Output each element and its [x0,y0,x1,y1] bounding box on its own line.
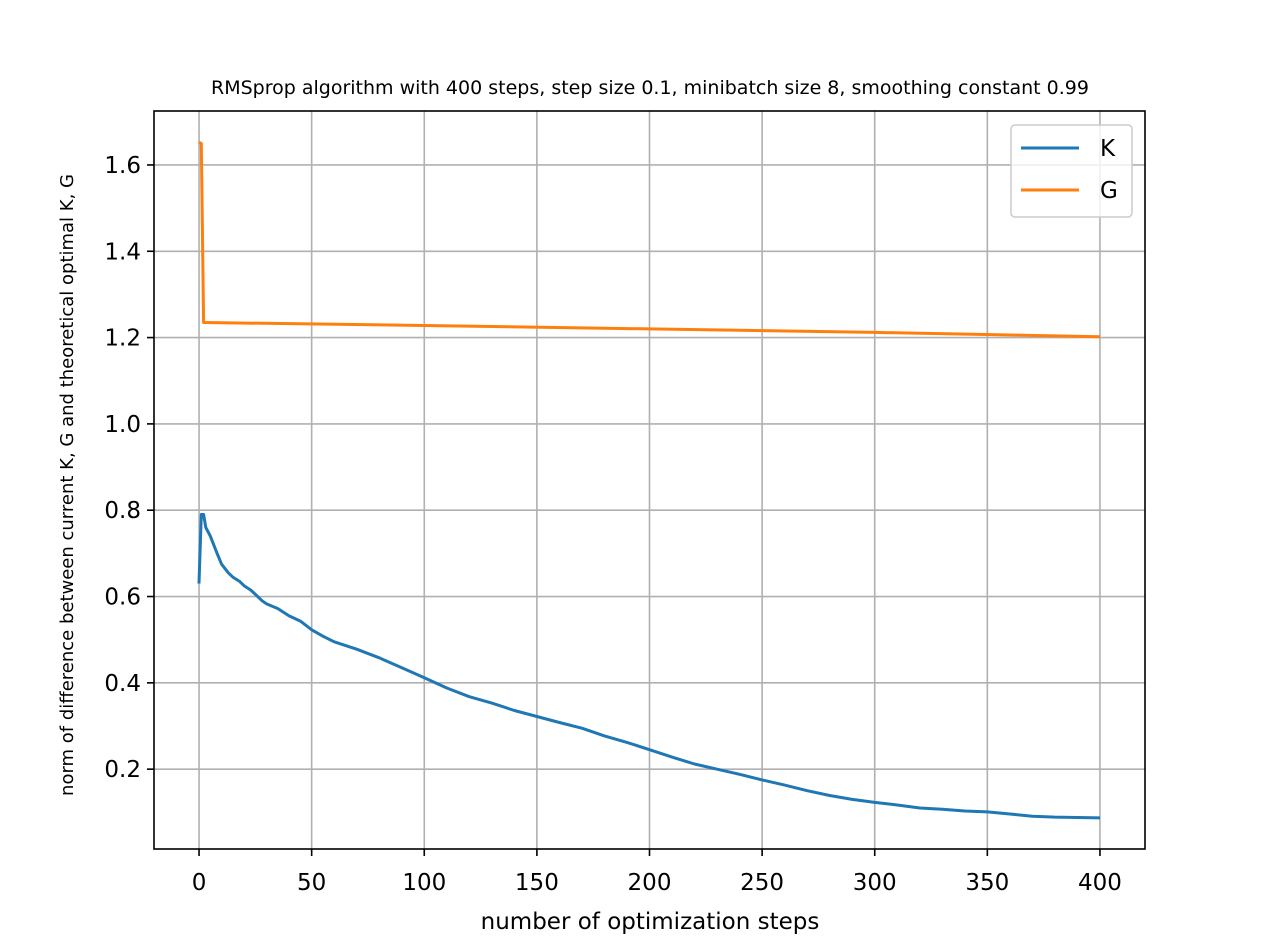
x-tick-label: 0 [192,870,207,896]
y-axis-label: norm of difference between current K, G … [57,174,78,796]
x-tick-label: 300 [853,870,897,896]
y-tick-label: 0.8 [104,498,141,524]
x-tick-label: 150 [515,870,559,896]
legend-label-k: K [1100,136,1116,162]
y-tick-label: 1.2 [104,326,141,352]
legend: KG [1010,124,1133,218]
x-tick-label: 250 [740,870,784,896]
axis-ticks: 0 50 100 150 200 250 300 350 400 0.2 0.4 0.6 0.8 1.0 1… [104,153,1121,896]
x-tick-label: 100 [402,870,446,896]
grid-lines [154,111,1145,849]
x-tick-label: 50 [297,870,326,896]
y-tick-label: 0.4 [104,671,141,697]
x-tick-label: 400 [1078,870,1122,896]
y-tick-label: 1.0 [104,412,141,438]
y-tick-label: 0.2 [104,757,141,783]
y-tick-label: 0.6 [104,585,141,611]
y-tick-label: 1.6 [104,153,141,179]
y-tick-label: 1.4 [104,239,141,265]
series-lines [197,141,1101,820]
x-tick-label: 350 [965,870,1009,896]
x-axis-label: number of optimization steps [481,909,820,935]
legend-label-g: G [1100,178,1118,204]
chart-title: RMSprop algorithm with 400 steps, step s… [211,77,1089,99]
series-line-g [198,141,1101,339]
x-tick-label: 200 [628,870,672,896]
series-line-k [197,513,1101,820]
